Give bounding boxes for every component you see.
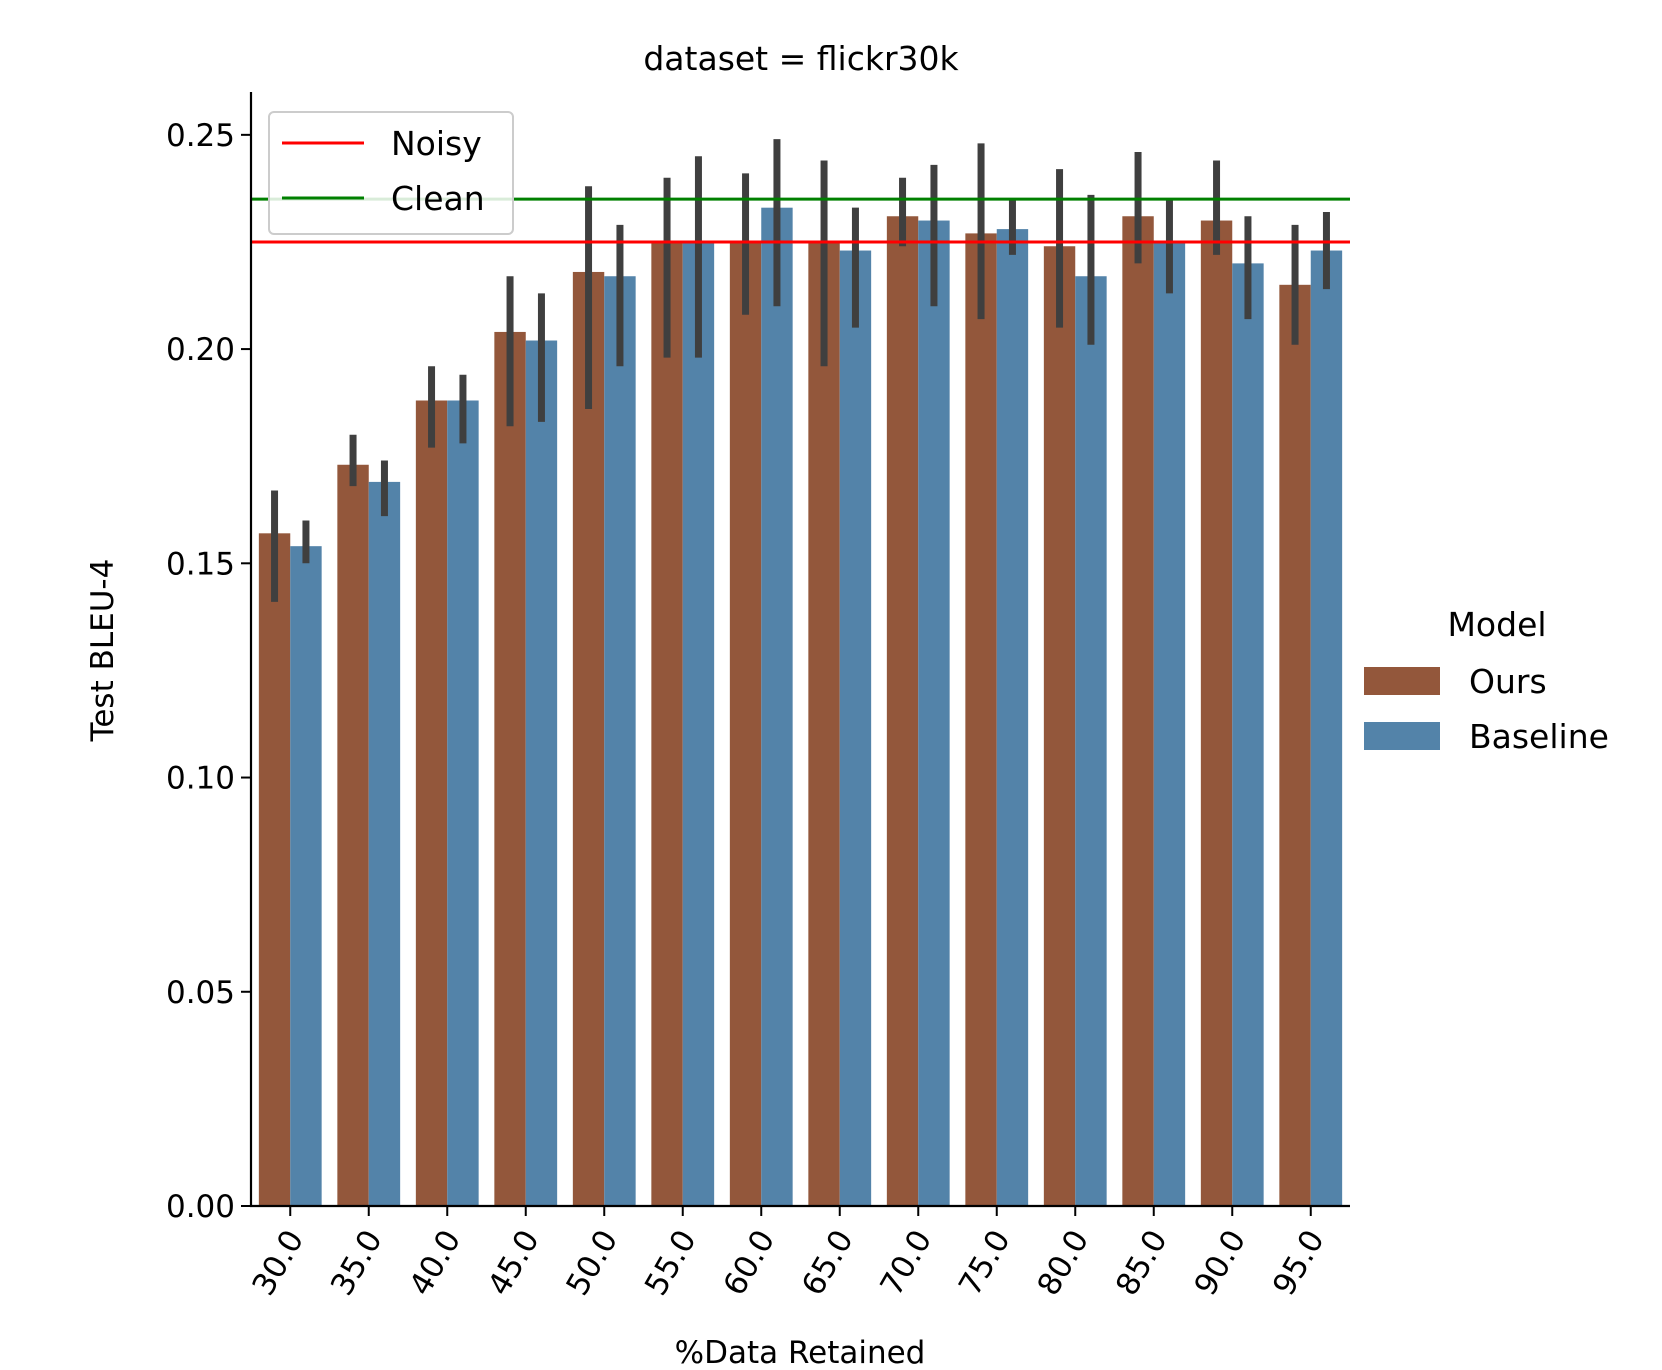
bar-ours-35.0 bbox=[337, 464, 369, 1206]
x-tick-label: 80.0 bbox=[1030, 1224, 1096, 1302]
bar-baseline-70.0 bbox=[918, 220, 950, 1207]
x-tick-label: 30.0 bbox=[245, 1224, 311, 1302]
bar-baseline-90.0 bbox=[1232, 263, 1264, 1206]
y-tick-label: 0.25 bbox=[166, 118, 235, 154]
bar-ours-50.0 bbox=[572, 271, 605, 1206]
error-bars-layer bbox=[271, 139, 1330, 602]
legend-baseline-swatch bbox=[1364, 722, 1440, 750]
bar-baseline-45.0 bbox=[525, 340, 558, 1206]
legend-model: Model Ours Baseline bbox=[1364, 605, 1609, 756]
bar-baseline-60.0 bbox=[761, 207, 793, 1206]
x-axis-label: %Data Retained bbox=[675, 1335, 926, 1365]
bar-baseline-30.0 bbox=[290, 546, 322, 1206]
bar-ours-60.0 bbox=[729, 241, 762, 1206]
legend-ours-swatch bbox=[1364, 667, 1440, 695]
bar-baseline-50.0 bbox=[604, 276, 636, 1206]
bar-baseline-55.0 bbox=[682, 241, 715, 1206]
legend-baseline-label: Baseline bbox=[1469, 717, 1609, 756]
chart-title: dataset = flickr30k bbox=[643, 39, 959, 78]
legend-ours-label: Ours bbox=[1469, 662, 1547, 701]
bar-ours-75.0 bbox=[965, 233, 997, 1206]
x-tick-label: 60.0 bbox=[716, 1224, 782, 1302]
y-axis-label: Test BLEU-4 bbox=[85, 559, 121, 743]
legend-reference-lines: Noisy Clean bbox=[268, 111, 514, 235]
x-tick-label: 45.0 bbox=[481, 1224, 547, 1302]
bars-layer bbox=[258, 207, 1343, 1207]
x-tick-label: 50.0 bbox=[559, 1224, 625, 1302]
x-tick-label: 65.0 bbox=[795, 1224, 861, 1302]
bar-baseline-75.0 bbox=[996, 229, 1029, 1207]
x-tick-label: 85.0 bbox=[1109, 1224, 1175, 1302]
x-tick-label: 35.0 bbox=[324, 1224, 390, 1302]
bar-ours-90.0 bbox=[1200, 220, 1233, 1207]
y-ticks: 0.00 0.05 0.10 0.15 0.20 0.25 bbox=[166, 118, 251, 1225]
bar-baseline-80.0 bbox=[1075, 276, 1107, 1206]
bar-ours-70.0 bbox=[886, 216, 919, 1206]
bar-baseline-65.0 bbox=[839, 250, 872, 1206]
x-tick-label: 95.0 bbox=[1266, 1224, 1332, 1302]
y-tick-label: 0.10 bbox=[166, 761, 235, 797]
bar-baseline-35.0 bbox=[368, 481, 401, 1206]
x-ticks: 30.0 35.0 40.0 45.0 50.0 55.0 60.0 65.0 70.0 75.0… bbox=[245, 1206, 1332, 1302]
legend-clean-label: Clean bbox=[391, 179, 485, 218]
bar-ours-80.0 bbox=[1043, 246, 1076, 1206]
axes bbox=[249, 92, 1350, 1208]
bar-ours-65.0 bbox=[808, 241, 840, 1206]
y-tick-label: 0.00 bbox=[166, 1189, 235, 1225]
bar-ours-55.0 bbox=[651, 241, 683, 1206]
x-tick-label: 55.0 bbox=[638, 1224, 704, 1302]
x-tick-label: 40.0 bbox=[402, 1224, 468, 1302]
bar-ours-40.0 bbox=[415, 400, 448, 1206]
bar-baseline-40.0 bbox=[447, 400, 479, 1206]
bar-baseline-85.0 bbox=[1153, 241, 1186, 1206]
x-tick-label: 90.0 bbox=[1187, 1224, 1253, 1302]
y-tick-label: 0.15 bbox=[166, 546, 235, 582]
bar-ours-95.0 bbox=[1279, 284, 1311, 1206]
bar-ours-30.0 bbox=[258, 533, 291, 1206]
y-tick-label: 0.20 bbox=[166, 332, 235, 368]
x-tick-label: 75.0 bbox=[952, 1224, 1018, 1302]
bar-ours-85.0 bbox=[1122, 216, 1154, 1206]
y-tick-label: 0.05 bbox=[166, 975, 235, 1011]
legend-model-title: Model bbox=[1447, 605, 1546, 644]
bar-baseline-95.0 bbox=[1310, 250, 1343, 1206]
legend-noisy-label: Noisy bbox=[391, 124, 482, 163]
x-tick-label: 70.0 bbox=[873, 1224, 939, 1302]
bar-ours-45.0 bbox=[494, 331, 526, 1206]
